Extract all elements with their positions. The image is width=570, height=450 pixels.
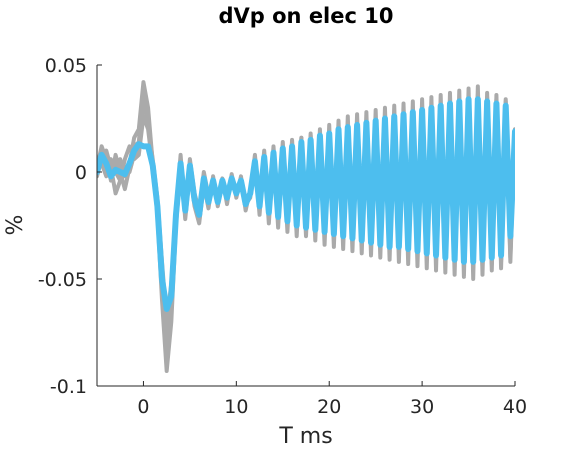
x-tick-label: 10: [224, 396, 248, 418]
y-tick-label: -0.05: [38, 269, 87, 291]
series-layer: [97, 80, 515, 374]
x-tick-label: 20: [317, 396, 341, 418]
x-tick-label: 40: [503, 396, 527, 418]
x-tick-label: 30: [410, 396, 434, 418]
axes-layer: 0 10 20 30 40 -0.1 -0.05 0 0.05: [38, 55, 527, 418]
y-tick-label: -0.1: [50, 376, 87, 398]
y-tick-label: 0.05: [45, 55, 87, 77]
chart-title: dVp on elec 10: [219, 4, 394, 28]
x-tick-label: 0: [137, 396, 149, 418]
series-line-trial-1: [97, 80, 515, 374]
y-tick-label: 0: [75, 162, 87, 184]
series-line-mean: [97, 96, 515, 312]
x-axis-label: T ms: [278, 424, 332, 449]
y-axis-label: %: [3, 215, 28, 236]
